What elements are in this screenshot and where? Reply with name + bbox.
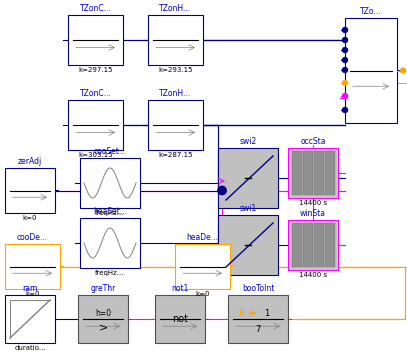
- Circle shape: [218, 186, 226, 195]
- Bar: [175, 244, 230, 289]
- Bar: [148, 15, 203, 65]
- Bar: [314, 151, 324, 195]
- Bar: [78, 295, 128, 343]
- Bar: [288, 220, 338, 270]
- Bar: [228, 295, 288, 343]
- Text: k=293.15: k=293.15: [158, 67, 193, 73]
- Text: booToInt: booToInt: [242, 284, 274, 293]
- Text: 14400 s: 14400 s: [299, 272, 327, 278]
- Bar: [292, 223, 302, 267]
- Text: ram: ram: [22, 284, 38, 293]
- Text: B: B: [238, 309, 244, 318]
- Text: k=287.15: k=287.15: [158, 152, 193, 158]
- Bar: [5, 295, 55, 343]
- Text: zerAdj: zerAdj: [18, 157, 42, 166]
- Text: 7: 7: [255, 325, 261, 334]
- Bar: [292, 151, 302, 195]
- Text: k=297.15: k=297.15: [78, 67, 113, 73]
- Circle shape: [343, 58, 348, 62]
- Text: freqHz...: freqHz...: [95, 270, 125, 276]
- Circle shape: [343, 38, 348, 43]
- Bar: [314, 223, 324, 267]
- Bar: [303, 223, 313, 267]
- Circle shape: [343, 27, 348, 33]
- Circle shape: [343, 81, 348, 86]
- Bar: [345, 18, 397, 123]
- Text: heaDe...: heaDe...: [186, 233, 219, 242]
- Text: winSta: winSta: [300, 209, 326, 218]
- Bar: [218, 215, 278, 275]
- Bar: [80, 218, 140, 268]
- Bar: [325, 223, 335, 267]
- Bar: [5, 168, 55, 213]
- Text: not: not: [172, 314, 188, 324]
- Circle shape: [400, 68, 405, 73]
- Text: swi2: swi2: [239, 137, 257, 146]
- Text: cooSet...: cooSet...: [94, 147, 127, 156]
- Text: k=303.15: k=303.15: [78, 152, 113, 158]
- Bar: [80, 158, 140, 208]
- Bar: [325, 151, 335, 195]
- Bar: [148, 100, 203, 150]
- Circle shape: [218, 186, 226, 195]
- Text: freqHz...: freqHz...: [95, 210, 125, 216]
- Text: 14400 s: 14400 s: [299, 200, 327, 206]
- Text: h=0: h=0: [95, 309, 111, 318]
- Bar: [155, 295, 205, 343]
- Text: occSta: occSta: [300, 137, 326, 146]
- Text: cooDe...: cooDe...: [17, 233, 48, 242]
- Bar: [218, 148, 278, 208]
- Text: TZonC...: TZonC...: [80, 4, 112, 13]
- Text: TZonC...: TZonC...: [80, 89, 112, 98]
- Text: k=0: k=0: [25, 291, 40, 297]
- Circle shape: [343, 48, 348, 53]
- Circle shape: [343, 93, 348, 98]
- Text: duratio...: duratio...: [14, 345, 46, 351]
- Text: >: >: [98, 323, 107, 333]
- Text: 1: 1: [265, 309, 269, 318]
- Text: greThr: greThr: [90, 284, 116, 293]
- Bar: [5, 244, 60, 289]
- Text: TZo...: TZo...: [360, 7, 382, 16]
- Bar: [68, 15, 123, 65]
- Text: TZonH...: TZonH...: [160, 4, 192, 13]
- Bar: [288, 148, 338, 198]
- Text: not1: not1: [171, 284, 189, 293]
- Bar: [303, 151, 313, 195]
- Text: TZonH...: TZonH...: [160, 89, 192, 98]
- Circle shape: [343, 67, 348, 72]
- Text: heaSet...: heaSet...: [93, 207, 127, 216]
- Text: k=0: k=0: [195, 291, 210, 297]
- Text: k=0: k=0: [23, 215, 37, 221]
- Bar: [68, 100, 123, 150]
- Text: swi1: swi1: [239, 204, 257, 213]
- Circle shape: [343, 108, 348, 113]
